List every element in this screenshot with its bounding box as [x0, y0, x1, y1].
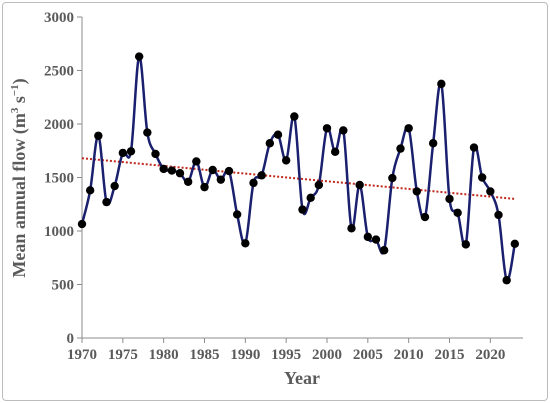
- x-tick-label: 2010: [394, 347, 424, 363]
- series-group: [80, 55, 517, 282]
- data-point: [77, 219, 87, 229]
- x-tick-label: 2015: [435, 347, 465, 363]
- data-point: [110, 181, 119, 191]
- x-tick-label: 1990: [230, 347, 260, 363]
- x-tick-labels: 1970 1975 1980 1985 1990 1995 2000 2005 2010 2015…: [67, 347, 505, 363]
- data-point: [339, 126, 348, 135]
- axes: [77, 16, 523, 343]
- data-point: [412, 187, 422, 196]
- data-point: [437, 79, 446, 89]
- data-point: [273, 130, 283, 139]
- data-point: [290, 112, 299, 121]
- data-point: [330, 147, 340, 157]
- data-point: [200, 182, 209, 192]
- data-point: [486, 187, 495, 196]
- x-tick-label: 1980: [149, 347, 179, 363]
- y-axis-title-mid: s: [9, 96, 29, 108]
- y-tick-label: 2500: [44, 64, 74, 80]
- x-tick-label: 1985: [190, 347, 220, 363]
- y-tick-labels: 0 500 1000 1500 2000 2500 3000: [44, 10, 74, 347]
- data-point: [420, 212, 430, 222]
- data-point: [249, 178, 258, 188]
- data-point: [314, 180, 324, 190]
- y-tick-label: 0: [67, 331, 75, 347]
- data-point: [151, 149, 160, 159]
- y-tick-label: 2000: [44, 117, 74, 133]
- data-point: [445, 194, 454, 204]
- y-axis-title-end: ): [9, 78, 30, 84]
- data-point: [453, 208, 462, 218]
- data-point: [118, 148, 128, 158]
- data-point: [102, 197, 111, 207]
- data-point: [281, 156, 291, 165]
- data-points: [77, 52, 520, 285]
- data-point: [396, 144, 405, 153]
- y-tick-label: 1500: [44, 171, 74, 187]
- y-axis-title-sup2: −1: [9, 84, 21, 96]
- data-point: [224, 166, 234, 176]
- data-point: [502, 276, 511, 285]
- data-point: [126, 147, 136, 156]
- x-tick-label: 1995: [271, 347, 301, 363]
- data-point: [298, 205, 307, 214]
- data-point: [477, 173, 487, 182]
- data-point: [208, 165, 217, 175]
- data-point: [159, 164, 168, 174]
- data-point: [167, 166, 177, 175]
- data-point: [404, 124, 413, 133]
- data-point: [257, 171, 266, 180]
- data-point: [347, 224, 356, 233]
- data-point: [216, 175, 226, 184]
- y-axis-title: Mean annual flow (m3 s−1): [9, 78, 30, 277]
- x-tick-label: 1970: [67, 347, 97, 363]
- data-point: [428, 139, 438, 148]
- data-point: [232, 210, 242, 219]
- data-point: [494, 210, 503, 220]
- data-point: [363, 232, 373, 242]
- data-point: [143, 128, 152, 137]
- x-tick-label: 2020: [475, 347, 505, 363]
- y-axis-title-sup1: 3: [9, 107, 21, 113]
- y-axis-title-main: Mean annual flow (m: [9, 113, 30, 278]
- series-line: [80, 55, 517, 282]
- data-point: [322, 124, 332, 133]
- data-point: [388, 173, 397, 183]
- y-tick-label: 500: [52, 278, 75, 294]
- x-tick-label: 1975: [108, 347, 138, 363]
- y-tick-label: 1000: [44, 224, 74, 240]
- x-tick-label: 2005: [353, 347, 383, 363]
- data-point: [94, 131, 103, 140]
- x-tick-label: 2000: [312, 347, 342, 363]
- data-point: [461, 240, 471, 249]
- data-point: [192, 157, 201, 166]
- data-point: [85, 186, 95, 195]
- data-point: [371, 235, 381, 244]
- data-point: [355, 180, 364, 190]
- data-point: [183, 177, 193, 186]
- x-axis-title: Year: [284, 368, 320, 388]
- data-point: [241, 239, 250, 248]
- y-tick-label: 3000: [44, 10, 74, 26]
- data-point: [510, 239, 520, 249]
- data-point: [379, 246, 389, 255]
- data-point: [469, 143, 479, 152]
- data-point: [134, 52, 144, 61]
- data-point: [306, 193, 315, 203]
- data-point: [175, 169, 185, 178]
- data-point: [265, 139, 275, 148]
